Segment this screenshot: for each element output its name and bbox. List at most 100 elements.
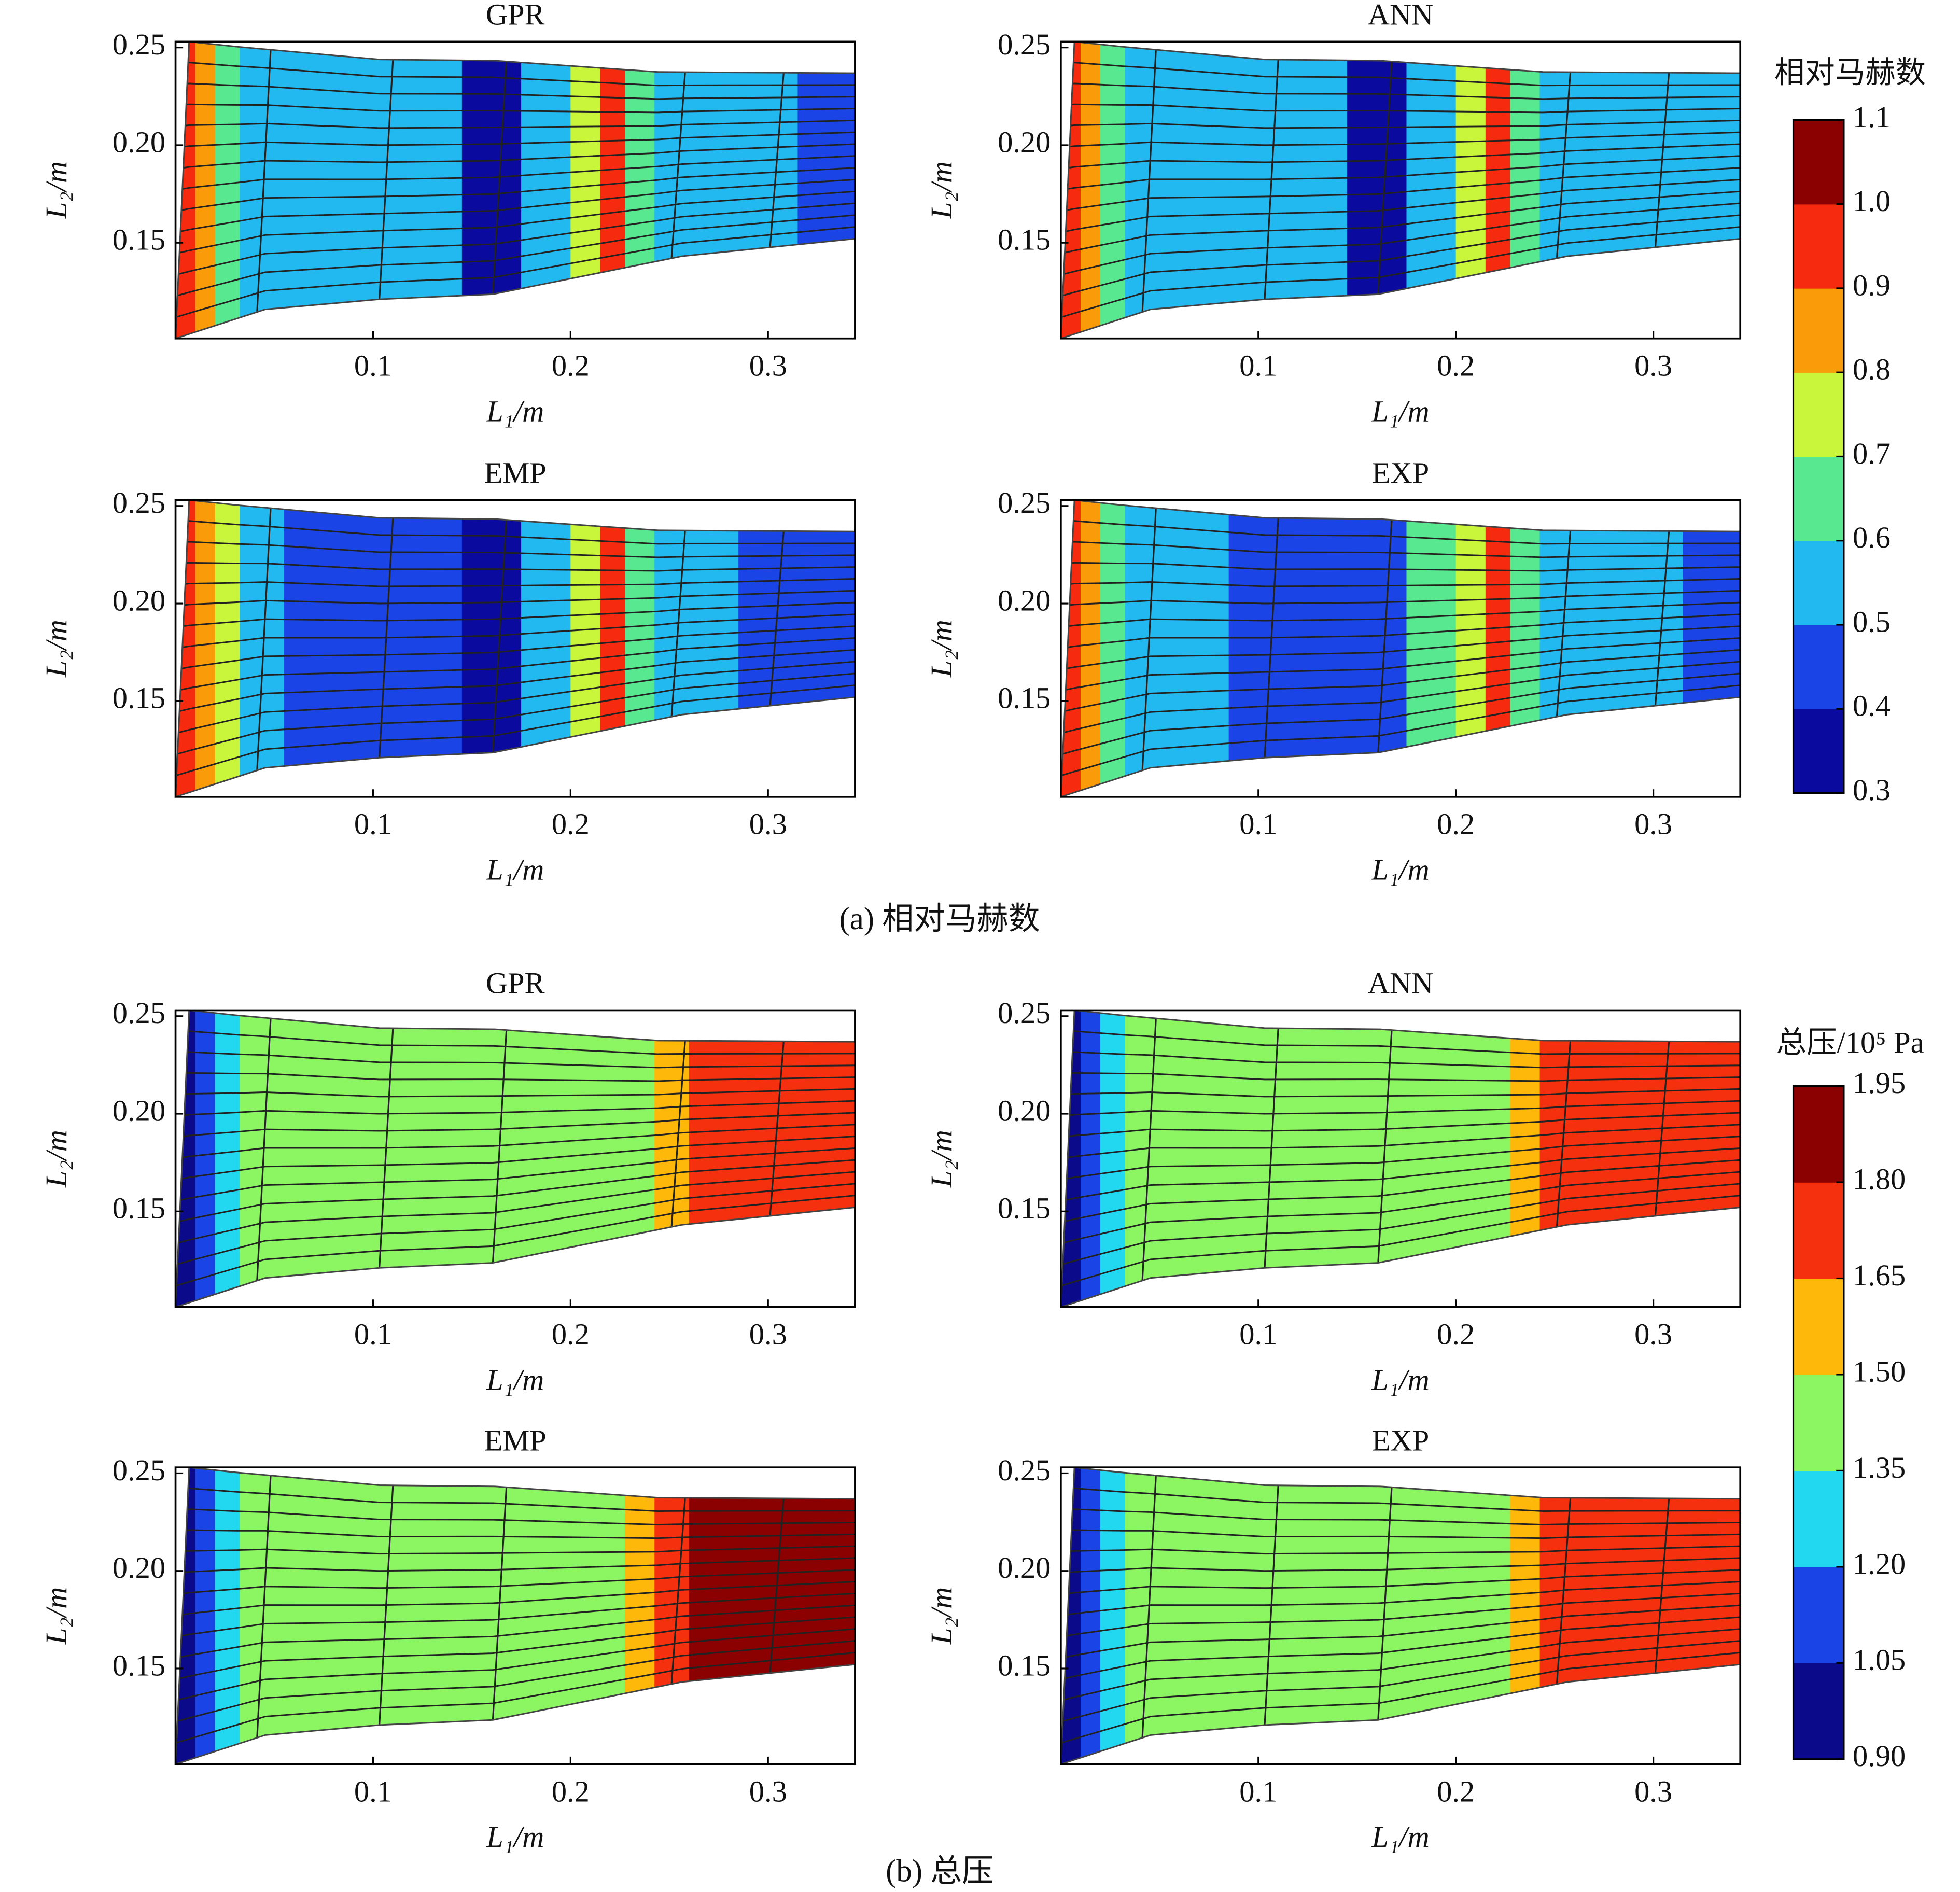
mesh-line xyxy=(1060,578,1741,587)
contour-band xyxy=(600,41,626,339)
mesh-line xyxy=(1060,1100,1741,1117)
mesh-line xyxy=(256,1475,272,1738)
mesh-line xyxy=(379,518,394,758)
mesh-line xyxy=(1060,1557,1741,1575)
contour-band xyxy=(1287,1010,1348,1307)
mesh-line xyxy=(175,131,855,149)
mesh-line xyxy=(175,541,855,558)
mesh-line xyxy=(1060,1088,1741,1098)
duct-outline xyxy=(174,40,856,340)
mesh-line xyxy=(1060,684,1741,777)
mesh-line xyxy=(1264,1485,1279,1726)
mesh-line xyxy=(1556,1497,1572,1685)
contour-band xyxy=(570,1467,601,1764)
y-axis-label: L₂/m xyxy=(39,1587,73,1645)
contour-band xyxy=(625,500,655,797)
y-tick-label: 0.20 xyxy=(113,583,165,617)
mesh-line xyxy=(175,82,855,100)
colorbar-tick-label: 1.95 xyxy=(1853,1066,1906,1100)
contour-band xyxy=(461,41,522,339)
mesh-line xyxy=(1654,73,1670,248)
mesh-line xyxy=(1060,601,1741,628)
axes-frame xyxy=(1060,1466,1742,1765)
mesh-line xyxy=(1060,1124,1741,1160)
contour-band xyxy=(1228,41,1289,339)
colorbar-swatch xyxy=(1793,540,1844,625)
caption: (a) 相对马赫数 xyxy=(839,902,1040,936)
colorbar-title: 相对马赫数 xyxy=(1774,56,1926,90)
mesh-line xyxy=(1377,1030,1393,1263)
mesh-line xyxy=(492,520,508,753)
contour-band xyxy=(343,500,403,797)
colorbar-tick-label: 1.20 xyxy=(1853,1547,1906,1580)
y-tick-label: 0.15 xyxy=(998,1648,1051,1682)
contour-band xyxy=(1623,41,1684,339)
x-axis-label: L₁/m xyxy=(486,394,544,428)
mesh-line xyxy=(1060,1072,1741,1082)
mesh-line xyxy=(379,59,394,300)
mesh-line xyxy=(175,1529,855,1539)
contour-band xyxy=(1347,41,1407,339)
mesh-line xyxy=(175,562,855,572)
mesh-line xyxy=(1060,82,1741,100)
contour-band xyxy=(1623,1467,1684,1764)
x-axis-label: L₁/m xyxy=(1371,852,1429,886)
contour-band xyxy=(195,500,216,797)
chart-title: ANN xyxy=(1368,0,1434,32)
mesh-line xyxy=(1556,72,1572,259)
colorbar-tick-label: 1.05 xyxy=(1853,1643,1906,1677)
mesh-line xyxy=(1060,1529,1741,1539)
mesh-line xyxy=(1141,1018,1157,1281)
contour-band xyxy=(1169,1467,1229,1764)
axes-frame xyxy=(1060,40,1742,340)
mesh-line xyxy=(1060,613,1741,650)
contour-band xyxy=(284,41,344,339)
contour-band xyxy=(343,41,403,339)
mesh-line xyxy=(1060,167,1741,212)
contour-band xyxy=(1287,1467,1348,1764)
mesh-line xyxy=(492,61,508,295)
contour-band xyxy=(240,41,285,339)
mesh-line xyxy=(1654,1498,1670,1673)
mesh-line xyxy=(175,684,855,777)
mesh-line xyxy=(769,1041,785,1216)
contour-band xyxy=(1485,1010,1511,1307)
duct-outline xyxy=(1060,1009,1741,1308)
mesh-line xyxy=(1060,520,1741,545)
mesh-line xyxy=(1141,508,1157,770)
x-tick-label: 0.3 xyxy=(749,1318,787,1351)
chart-title: EXP xyxy=(1372,456,1429,490)
chart-title: GPR xyxy=(486,0,545,32)
y-tick-label: 0.20 xyxy=(998,1094,1051,1127)
mesh-line xyxy=(175,62,855,87)
mesh-line xyxy=(1060,1487,1741,1512)
contour-band xyxy=(215,1467,241,1764)
mesh-line xyxy=(1060,143,1741,170)
y-tick-label: 0.15 xyxy=(113,1648,165,1682)
axes-frame xyxy=(174,40,856,340)
mesh-line xyxy=(670,530,686,717)
y-tick-label: 0.25 xyxy=(113,27,165,61)
contour-band xyxy=(1683,41,1741,339)
colorbar-tick-label: 0.8 xyxy=(1853,353,1891,386)
duct-outline xyxy=(1060,40,1741,340)
contour-band xyxy=(1287,41,1348,339)
x-tick-label: 0.3 xyxy=(749,807,787,841)
contour-band xyxy=(402,41,463,339)
x-axis-label: L₁/m xyxy=(486,852,544,886)
mesh-line xyxy=(175,1557,855,1575)
contour-band xyxy=(1510,1010,1541,1307)
mesh-line xyxy=(379,1485,394,1726)
contour-field xyxy=(175,500,855,797)
mesh-line xyxy=(175,190,855,255)
colorbar-tick-label: 0.90 xyxy=(1853,1739,1906,1773)
contour-band xyxy=(1623,1010,1684,1307)
colorbar-tick-label: 0.6 xyxy=(1853,521,1891,554)
contour-band xyxy=(570,41,601,339)
contour-band xyxy=(570,1010,601,1307)
contour-band xyxy=(1080,500,1101,797)
mesh-line xyxy=(379,1028,394,1268)
contour-band xyxy=(1080,1467,1101,1764)
mesh-line xyxy=(1264,1028,1279,1268)
mesh-line xyxy=(175,1569,855,1595)
